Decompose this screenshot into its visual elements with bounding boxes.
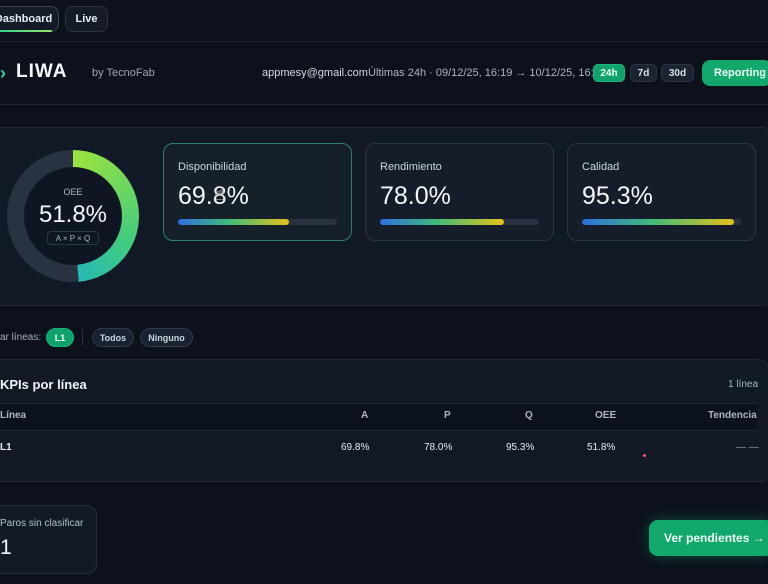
app-logo: LIWA [16, 61, 68, 82]
kpi-progress-fill [178, 219, 289, 225]
tab-dashboard-label: Dashboard [0, 13, 53, 25]
kpi-card-label: Calidad [582, 161, 620, 173]
kpi-progress-track [178, 219, 337, 225]
oee-gauge: OEE 51.8% A × P × Q [7, 150, 139, 282]
column-header-linea[interactable]: Línea [0, 410, 27, 421]
oee-formula-badge: A × P × Q [47, 231, 99, 245]
byline: by TecnoFab [92, 67, 155, 79]
oee-gauge-center: OEE 51.8% A × P × Q [24, 167, 122, 265]
period-30d-button[interactable]: 30d [661, 64, 694, 82]
kpi-card-value: 95.3% [582, 182, 653, 210]
kpi-card-value: 69.8% [178, 182, 249, 210]
table-cell-oee: 51.8% [587, 442, 616, 453]
table-cell-trend: — — [736, 442, 759, 453]
kpi-table-title: KPIs por línea [0, 377, 87, 392]
top-divider [0, 41, 768, 42]
paros-card[interactable] [0, 505, 97, 574]
filter-separator [82, 329, 83, 346]
kpi-card-value: 78.0% [380, 182, 451, 210]
kpi-table-count: 1 línea [728, 379, 759, 390]
table-cell-p: 78.0% [424, 442, 453, 453]
filter-chip-ninguno[interactable]: Ninguno [140, 328, 193, 347]
kpi-card-calidad[interactable]: Calidad 95.3% [567, 143, 756, 241]
column-header-tendencia[interactable]: Tendencia [708, 410, 757, 421]
period-24h-button[interactable]: 24h [593, 64, 625, 82]
ver-pendientes-button[interactable]: Ver pendientes → [649, 520, 768, 556]
table-cell-line[interactable]: L1 [0, 442, 12, 453]
oee-gauge-value: 51.8% [38, 201, 108, 228]
date-range: Últimas 24h · 09/12/25, 16:19 → 10/12/25… [368, 67, 606, 79]
column-header-p[interactable]: P [444, 410, 451, 421]
tab-live[interactable]: Live [65, 6, 108, 32]
column-header-oee[interactable]: OEE [595, 410, 617, 421]
user-email: appmesy@gmail.com [262, 67, 368, 79]
header-divider [0, 104, 768, 105]
alert-dot-icon [643, 454, 646, 457]
kpi-card-label: Rendimiento [380, 161, 442, 173]
kpi-table-header [0, 403, 757, 431]
reporting-button[interactable]: Reporting [702, 60, 768, 86]
kpi-progress-fill [380, 219, 505, 225]
tab-active-underline [0, 30, 52, 32]
kpi-card-rendimiento[interactable]: Rendimiento 78.0% [365, 143, 554, 241]
tab-live-label: Live [75, 13, 98, 25]
filter-chip-l1[interactable]: L1 [46, 328, 74, 347]
kpi-progress-track [380, 219, 539, 225]
kpi-progress-fill [582, 219, 734, 225]
table-cell-q: 95.3% [506, 442, 535, 453]
kpi-card-label: Disponibilidad [178, 161, 247, 173]
oee-gauge-label: OEE [63, 187, 83, 197]
chevron-right-icon: › [0, 63, 6, 83]
paros-value: 1 [0, 536, 12, 559]
column-header-q[interactable]: Q [525, 410, 533, 421]
filter-lines-label: ar líneas: [0, 332, 42, 343]
kpi-progress-track [582, 219, 741, 225]
paros-label: Paros sin clasificar [0, 518, 84, 529]
tab-dashboard[interactable]: Dashboard [0, 6, 59, 32]
column-header-a[interactable]: A [361, 410, 369, 421]
period-7d-button[interactable]: 7d [630, 64, 657, 82]
table-cell-a: 69.8% [341, 442, 370, 453]
kpi-card-disponibilidad[interactable]: Disponibilidad 69.8% [163, 143, 352, 241]
hand-pointer-icon: ☝ [214, 184, 225, 204]
filter-chip-todos[interactable]: Todos [92, 328, 134, 347]
